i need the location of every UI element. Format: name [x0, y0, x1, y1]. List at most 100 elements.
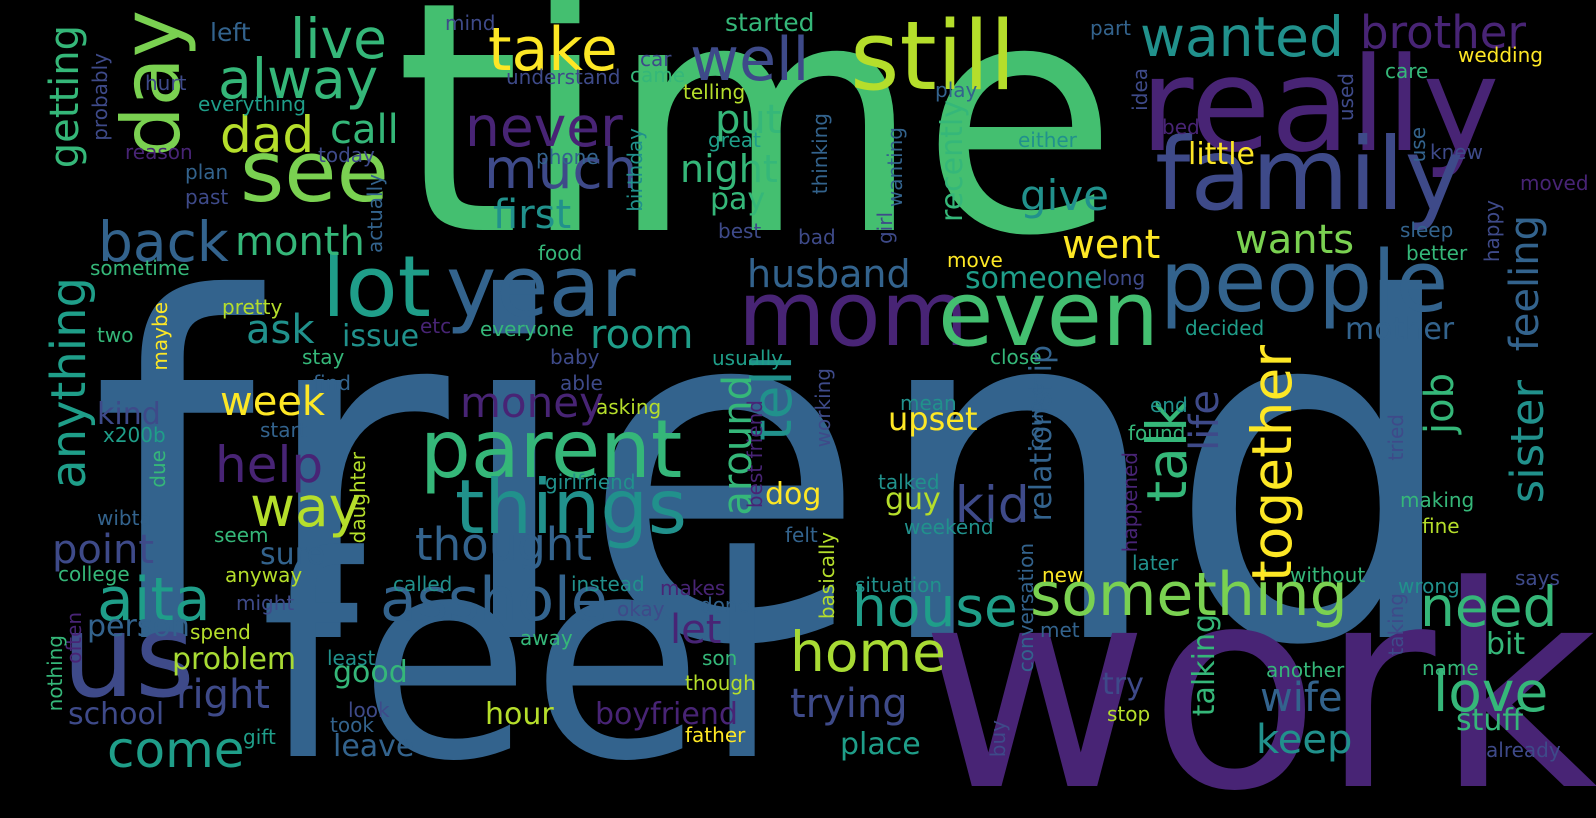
cloud-word-came: came — [630, 63, 686, 87]
cloud-word-today: today — [318, 143, 375, 167]
cloud-word-wedding: wedding — [1458, 43, 1543, 67]
cloud-word-play: play — [935, 78, 978, 102]
cloud-word-nothing: nothing — [43, 635, 67, 712]
cloud-word-everything: everything — [198, 92, 306, 116]
cloud-word-part: part — [1090, 16, 1132, 40]
cloud-word-see: see — [240, 123, 389, 222]
cloud-word-actually: actually — [363, 174, 387, 253]
cloud-word-bed: bed — [1162, 115, 1200, 139]
cloud-word-recently: recently — [935, 100, 970, 222]
cloud-word-phone: phone — [536, 145, 599, 169]
cloud-word-help: help — [215, 436, 324, 494]
cloud-word-started: started — [725, 8, 815, 37]
cloud-word-aita: aita — [97, 565, 211, 635]
cloud-word-anything: anything — [41, 277, 97, 489]
cloud-word-back: back — [98, 210, 229, 274]
cloud-word-together: together — [1240, 345, 1304, 582]
cloud-word-x200b: x200b — [103, 423, 166, 447]
cloud-word-went: went — [1062, 222, 1161, 268]
cloud-word-need: need — [1420, 575, 1558, 639]
cloud-word-decided: decided — [1185, 316, 1265, 340]
cloud-word-pay: pay — [710, 182, 766, 217]
cloud-word-even: even — [938, 262, 1160, 367]
cloud-word-sometime: sometime — [90, 256, 190, 280]
cloud-word-stuff: stuff — [1456, 703, 1524, 738]
cloud-word-done: done — [700, 593, 750, 617]
cloud-word-little: little — [1188, 137, 1255, 172]
cloud-word-people: people — [1160, 233, 1449, 332]
cloud-word-basically: basically — [815, 532, 839, 620]
cloud-word-away: away — [520, 626, 573, 650]
cloud-word-wanting: wanting — [883, 127, 907, 208]
cloud-word-first: first — [493, 192, 572, 238]
cloud-word-stay: stay — [302, 345, 345, 369]
cloud-word-father: father — [685, 723, 746, 747]
cloud-word-lot: lot — [322, 238, 431, 337]
cloud-word-look: look — [348, 698, 390, 722]
cloud-word-friend: friend — [90, 201, 1465, 748]
cloud-word-car: car — [640, 47, 672, 71]
cloud-word-two: two — [97, 323, 134, 347]
cloud-word-thinking: thinking — [808, 113, 832, 195]
cloud-word-great: great — [708, 128, 761, 152]
cloud-word-idea: idea — [1128, 68, 1152, 111]
cloud-word-close: close — [990, 345, 1042, 369]
cloud-word-better: better — [1406, 241, 1468, 265]
cloud-word-hurt: hurt — [145, 71, 187, 95]
cloud-word-maybe: maybe — [148, 302, 172, 371]
cloud-word-spend: spend — [190, 620, 251, 644]
cloud-word-feeling: feeling — [1502, 215, 1548, 352]
cloud-word-someone: someone — [965, 261, 1103, 296]
cloud-word-problem: problem — [172, 642, 297, 677]
cloud-word-home: home — [790, 620, 946, 684]
cloud-word-either: either — [1018, 128, 1077, 152]
cloud-word-met: met — [1040, 618, 1080, 642]
cloud-word-though: though — [685, 671, 756, 695]
cloud-word-kid: kid — [955, 476, 1030, 534]
cloud-word-family: family — [1155, 116, 1464, 233]
cloud-word-took: took — [330, 713, 374, 737]
cloud-word-thought: thought — [415, 518, 592, 571]
cloud-word-found: found — [1128, 421, 1186, 445]
cloud-word-getting: getting — [42, 25, 88, 169]
cloud-word-mean: mean — [900, 391, 957, 415]
cloud-word-asshole: asshole — [380, 565, 608, 635]
cloud-word-called: called — [393, 572, 453, 596]
cloud-word-best: best — [718, 219, 762, 243]
cloud-word-much: much — [484, 137, 638, 201]
cloud-word-felt: felt — [785, 523, 818, 547]
cloud-word-still: still — [850, 2, 1016, 112]
cloud-word-often: often — [62, 612, 86, 664]
cloud-word-move: move — [947, 248, 1003, 272]
cloud-word-usually: usually — [712, 346, 783, 370]
cloud-word-happened: happened — [1118, 452, 1142, 553]
cloud-word-person: person — [87, 609, 190, 644]
cloud-word-school: school — [68, 697, 165, 732]
cloud-word-used: used — [1334, 73, 1358, 122]
cloud-word-weekend: weekend — [904, 515, 994, 539]
cloud-word-later: later — [1132, 551, 1179, 575]
cloud-word-put: put — [715, 97, 782, 143]
cloud-word-let: let — [670, 607, 722, 653]
cloud-word-live: live — [290, 7, 387, 71]
cloud-word-wanted: wanted — [1140, 5, 1344, 69]
cloud-word-mother: mother — [1345, 312, 1455, 347]
cloud-word-house: house — [852, 575, 1018, 639]
cloud-word-good: good — [333, 655, 408, 690]
cloud-word-life: life — [1182, 390, 1228, 451]
cloud-word-sister: sister — [1501, 380, 1554, 504]
cloud-word-anyway: anyway — [225, 563, 303, 587]
cloud-word-due: due — [146, 450, 170, 488]
cloud-word-wife: wife — [1260, 675, 1343, 721]
cloud-word-says: says — [1515, 566, 1560, 590]
cloud-word-probably: probably — [88, 53, 112, 141]
cloud-word-mom: mom — [738, 262, 969, 367]
cloud-word-knew: knew — [1430, 140, 1483, 164]
cloud-word-month: month — [235, 219, 365, 265]
cloud-word-able: able — [560, 371, 603, 395]
cloud-word-bit: bit — [1486, 627, 1526, 662]
cloud-word-conversation: conversation — [1014, 543, 1038, 673]
cloud-word-work: work — [920, 527, 1596, 818]
cloud-word-use: use — [1406, 127, 1430, 163]
